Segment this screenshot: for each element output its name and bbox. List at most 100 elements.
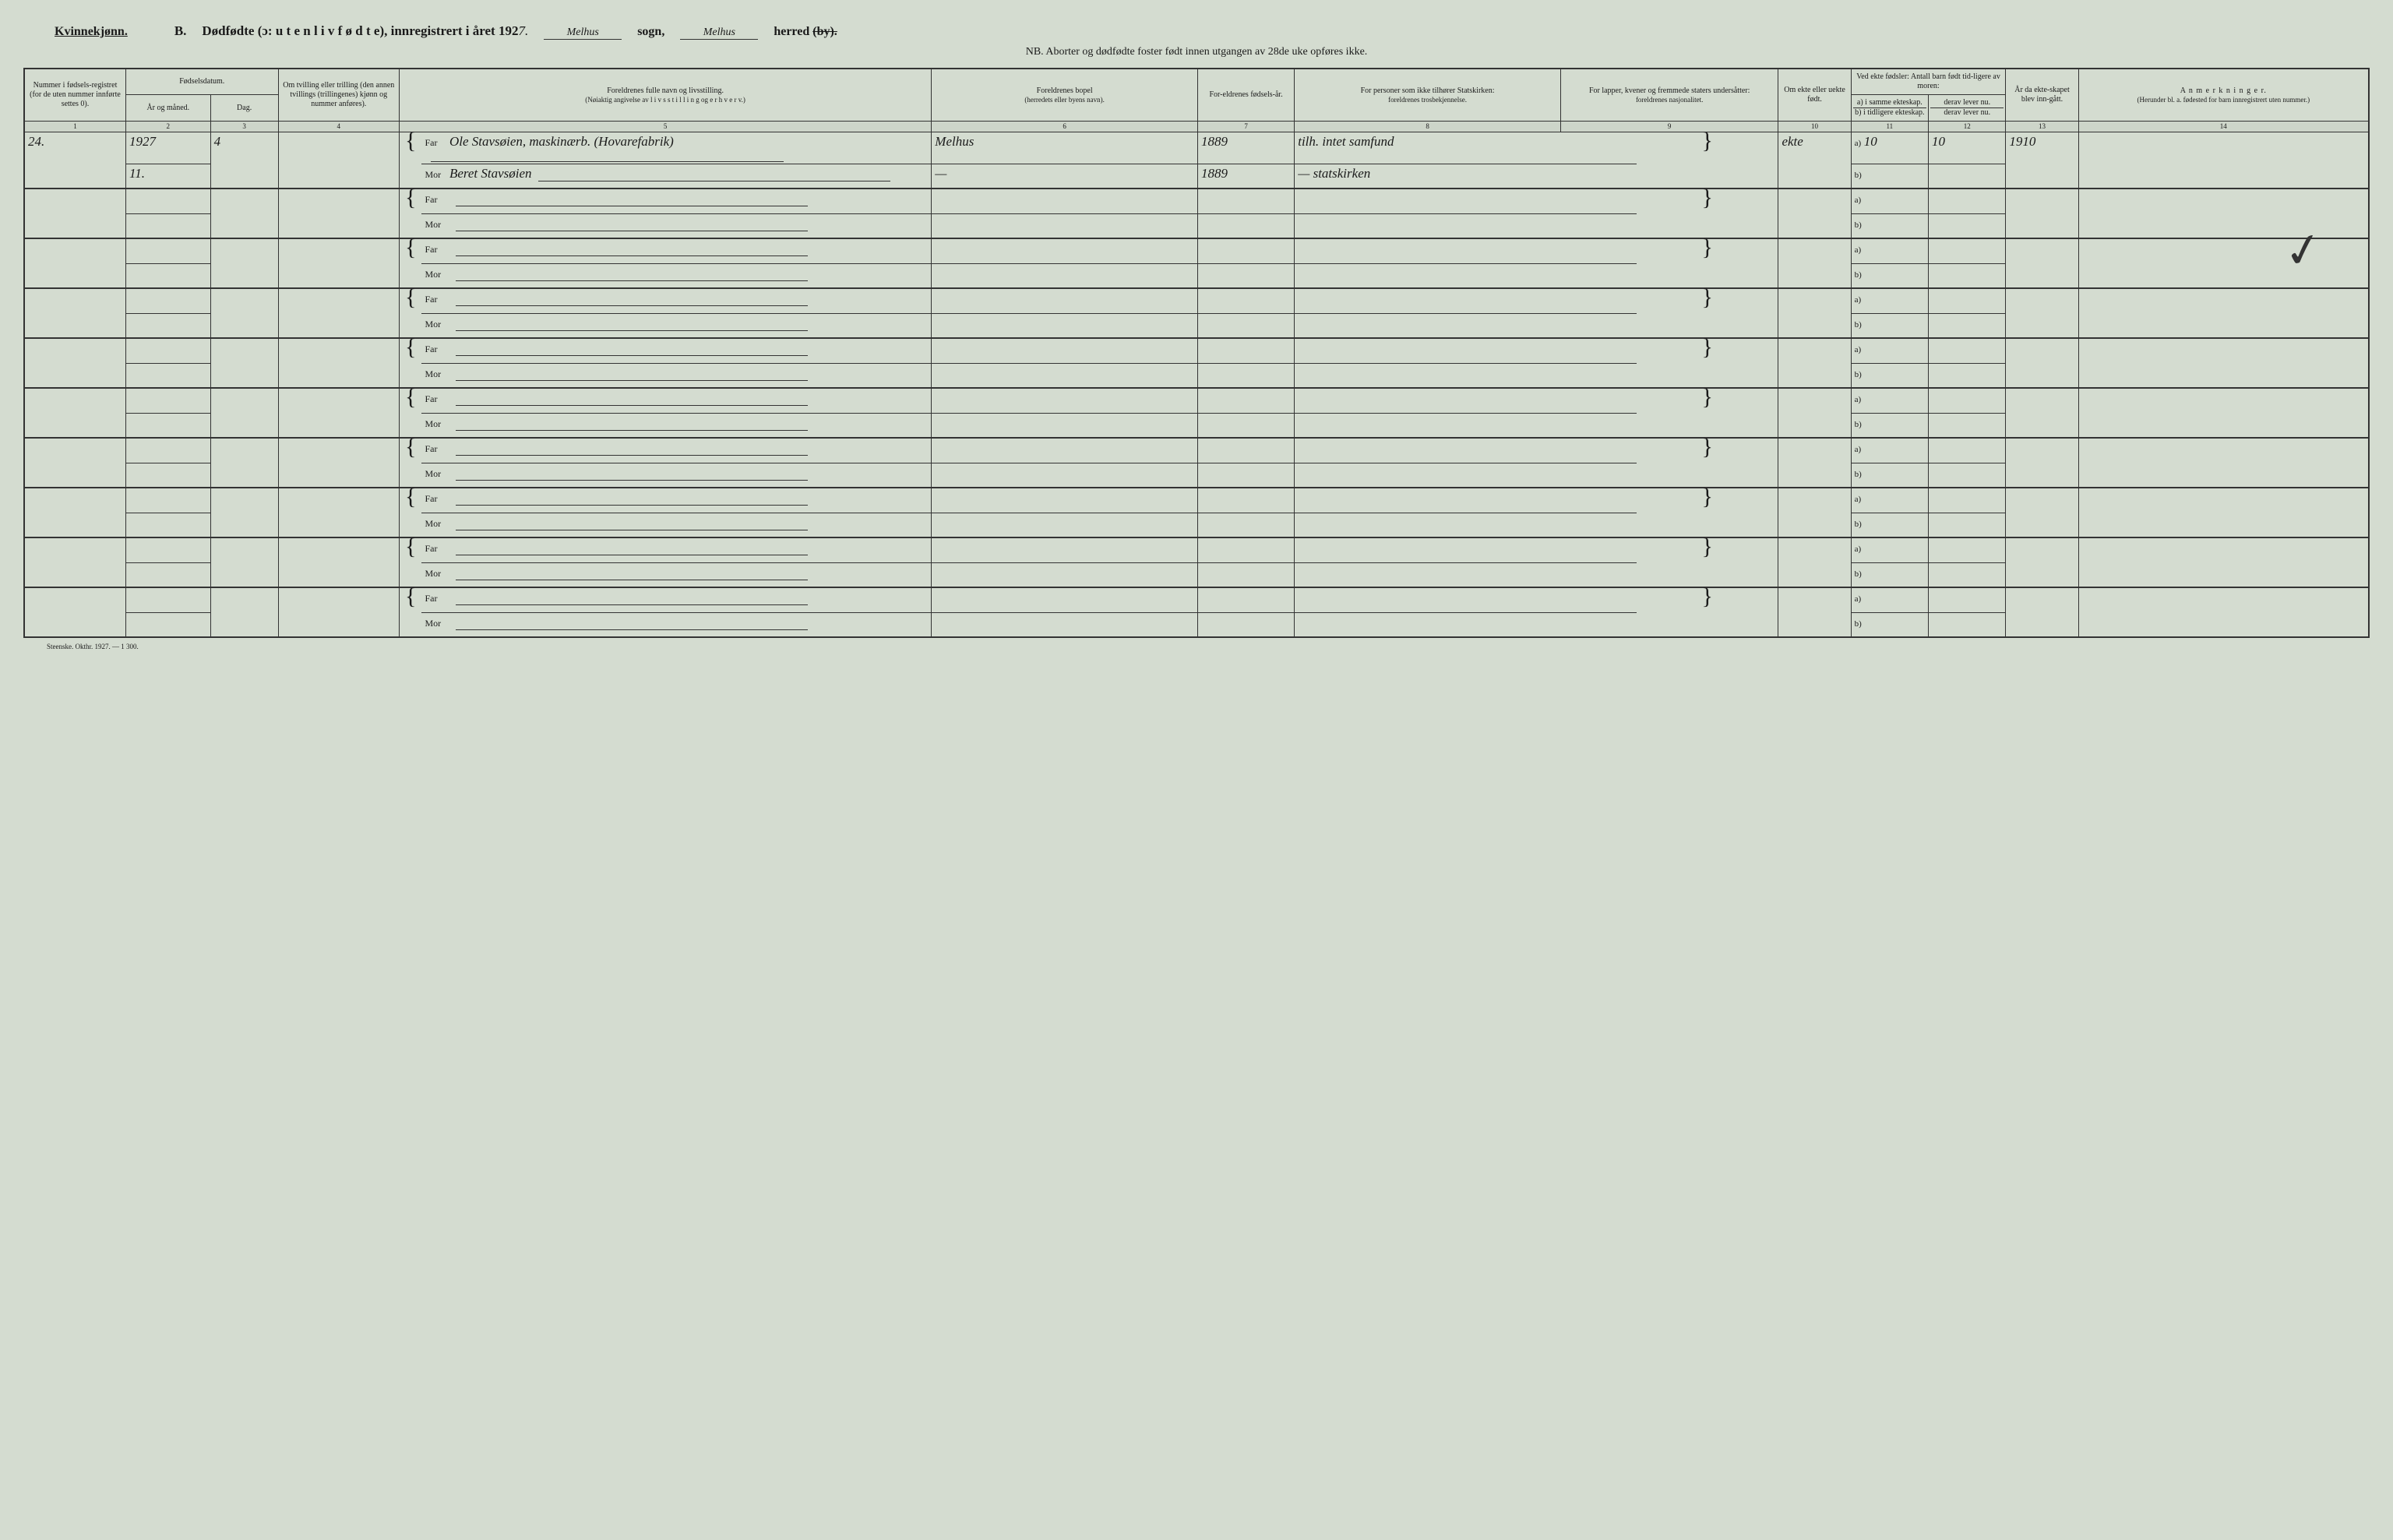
cell-11b: b) (1851, 164, 1928, 189)
cell-far-nat (1560, 238, 1637, 263)
cell-far-bopel (932, 189, 1198, 213)
cell-mor-bopel (932, 562, 1198, 587)
cell-far-nat (1560, 132, 1637, 164)
col-header-2b: Dag. (210, 95, 278, 122)
cell-far-bopel (932, 537, 1198, 562)
colnum-12: 12 (1929, 122, 2006, 132)
cell-mor-year (1197, 413, 1294, 438)
cell-12a (1929, 438, 2006, 463)
cell-twin (278, 288, 399, 338)
colnum-13: 13 (2006, 122, 2078, 132)
cell-day: 4 (210, 132, 278, 189)
cell-far-year (1197, 537, 1294, 562)
herred-pre: herred (774, 25, 809, 38)
cell-mor-year (1197, 213, 1294, 238)
brace-right: } (1637, 288, 1778, 338)
cell-mor-bopel (932, 612, 1198, 637)
cell-far-name: Far (421, 587, 931, 612)
cell-12a: 10 (1929, 132, 2006, 164)
cell-mor-name: Mor (421, 463, 931, 488)
cell-number (24, 388, 125, 438)
table-row-far: { Far } a) (24, 587, 2369, 612)
cell-mor-nat (1560, 363, 1637, 388)
cell-far-tros (1295, 438, 1561, 463)
cell-twin (278, 132, 399, 189)
col-header-9: For lapper, kvener og fremmede staters u… (1560, 69, 1778, 122)
cell-ekte (1778, 189, 1851, 238)
cell-11b: b) (1851, 313, 1928, 338)
cell-year: 1927 (125, 132, 210, 164)
c8-top: For personer som ikke tilhører Statskirk… (1296, 86, 1559, 96)
cell-number (24, 338, 125, 388)
cell-mor-bopel: — (932, 164, 1198, 189)
table-row-far: { Far } a) (24, 488, 2369, 513)
cell-mor-name: Mor (421, 213, 931, 238)
cell-far-tros: tilh. intet samfund (1295, 132, 1561, 164)
section-letter: B. (174, 23, 187, 39)
colnum-7: 7 (1197, 122, 1294, 132)
cell-14 (2078, 338, 2369, 388)
brace-right: } (1637, 238, 1778, 288)
register-table: Nummer i fødsels-registret (for de uten … (23, 68, 2370, 638)
cell-12b (1929, 164, 2006, 189)
colnum-9: 9 (1560, 122, 1778, 132)
cell-mor-year (1197, 513, 1294, 537)
cell-14 (2078, 288, 2369, 338)
cell-mor-name: Mor (421, 562, 931, 587)
cell-far-tros (1295, 587, 1561, 612)
colnum-5: 5 (399, 122, 931, 132)
cell-far-nat (1560, 587, 1637, 612)
col-header-1: Nummer i fødsels-registret (for de uten … (24, 69, 125, 122)
cell-far-bopel (932, 488, 1198, 513)
brace-left: { (399, 537, 421, 587)
cell-mor-tros: — statskirken (1295, 164, 1561, 189)
colnum-11: 11 (1851, 122, 1928, 132)
cell-mor-bopel (932, 363, 1198, 388)
cell-day (210, 537, 278, 587)
cell-far-tros (1295, 537, 1561, 562)
cell-13 (2006, 189, 2078, 238)
cell-13 (2006, 388, 2078, 438)
table-row-far: { Far } a) (24, 288, 2369, 313)
cell-mor-bopel (932, 413, 1198, 438)
cell-11b: b) (1851, 513, 1928, 537)
c14-sub: (Herunder bl. a. fødested for barn innre… (2081, 96, 2367, 104)
colnum-2: 2 (125, 122, 210, 132)
cell-mor-bopel (932, 513, 1198, 537)
brace-right: } (1637, 488, 1778, 537)
cell-far-nat (1560, 189, 1637, 213)
c11a-text: a) i samme ekteskap. (1853, 98, 1926, 107)
cell-12b (1929, 612, 2006, 637)
cell-month (125, 263, 210, 288)
cell-far-bopel (932, 288, 1198, 313)
brace-right: } (1637, 438, 1778, 488)
cell-number (24, 189, 125, 238)
herred-handwritten: Melhus (680, 26, 758, 40)
cell-mor-name: Mor (421, 263, 931, 288)
col-header-7: For-eldrenes fødsels-år. (1197, 69, 1294, 122)
cell-11a: a) (1851, 238, 1928, 263)
cell-far-year (1197, 238, 1294, 263)
cell-twin (278, 238, 399, 288)
cell-14 (2078, 537, 2369, 587)
cell-month (125, 413, 210, 438)
brace-left: { (399, 388, 421, 438)
brace-right: } (1637, 338, 1778, 388)
cell-month (125, 612, 210, 637)
cell-number (24, 288, 125, 338)
cell-number (24, 488, 125, 537)
cell-mor-nat (1560, 562, 1637, 587)
cell-far-year (1197, 388, 1294, 413)
cell-12b (1929, 213, 2006, 238)
cell-mor-name: Mor (421, 363, 931, 388)
cell-11a: a) 10 (1851, 132, 1928, 164)
c14-top: A n m e r k n i n g e r. (2081, 86, 2367, 96)
c9-sub: foreldrenes nasjonalitet. (1563, 96, 1777, 104)
cell-twin (278, 488, 399, 537)
cell-far-tros (1295, 488, 1561, 513)
cell-month (125, 463, 210, 488)
cell-mor-bopel (932, 263, 1198, 288)
cell-mor-name: Mor (421, 612, 931, 637)
cell-far-name: Far (421, 388, 931, 413)
c6-sub: (herredets eller byens navn). (933, 96, 1196, 104)
